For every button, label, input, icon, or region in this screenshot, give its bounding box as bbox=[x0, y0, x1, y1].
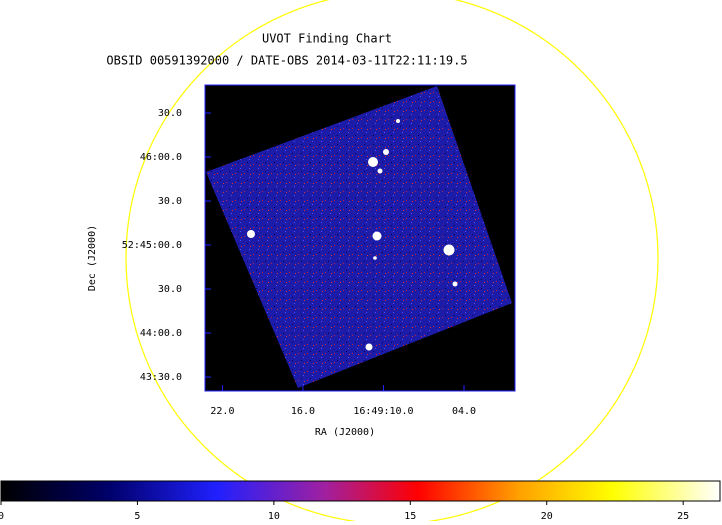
y-axis-label: Dec (J2000) bbox=[87, 225, 98, 291]
colorbar-tick-label: 5 bbox=[134, 511, 140, 521]
source bbox=[377, 168, 383, 174]
chart-subtitle: OBSID 00591392000 / DATE-OBS 2014-03-11T… bbox=[106, 54, 467, 68]
source bbox=[247, 230, 255, 238]
source bbox=[372, 231, 382, 241]
source bbox=[368, 157, 378, 167]
source bbox=[373, 256, 377, 260]
y-tick-label: 52:45:00.0 bbox=[122, 240, 182, 251]
colorbar-tick-label: 15 bbox=[404, 511, 416, 521]
source bbox=[443, 244, 455, 256]
y-tick-label: 46:00.0 bbox=[140, 152, 182, 163]
source bbox=[365, 343, 373, 351]
colorbar-tick-label: 10 bbox=[268, 511, 280, 521]
x-tick-label: 04.0 bbox=[452, 406, 476, 417]
y-tick-label: 30.0 bbox=[158, 284, 182, 295]
x-tick-label: 22.0 bbox=[210, 406, 234, 417]
x-axis-label: RA (J2000) bbox=[315, 427, 375, 438]
source bbox=[452, 281, 458, 287]
x-tick-label: 16:49:10.0 bbox=[353, 406, 413, 417]
source bbox=[396, 119, 400, 123]
x-tick-label: 16.0 bbox=[291, 406, 315, 417]
y-tick-label: 30.0 bbox=[158, 196, 182, 207]
y-tick-label: 43:30.0 bbox=[140, 372, 182, 383]
y-tick-label: 44:00.0 bbox=[140, 328, 182, 339]
sources bbox=[247, 119, 458, 351]
chart-title: UVOT Finding Chart bbox=[262, 32, 392, 46]
exposure-area bbox=[206, 86, 512, 388]
colorbar-tick-label: 25 bbox=[677, 511, 689, 521]
colorbar-tick-label: 20 bbox=[541, 511, 553, 521]
source bbox=[383, 149, 389, 155]
colorbar bbox=[0, 480, 721, 502]
y-tick-label: 30.0 bbox=[158, 108, 182, 119]
colorbar-tick-label: 0 bbox=[0, 511, 4, 521]
